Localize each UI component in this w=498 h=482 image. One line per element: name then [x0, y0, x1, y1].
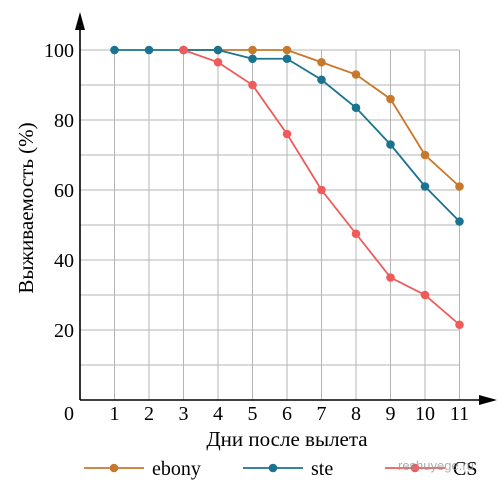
x-axis-label: Дни после вылета [206, 427, 368, 451]
origin-label: 0 [64, 403, 74, 425]
y-axis-label: Выживаемость (%) [14, 122, 38, 293]
y-tick-label: 20 [54, 320, 74, 342]
data-point [179, 45, 188, 55]
data-point [248, 54, 257, 64]
x-tick-label: 10 [415, 403, 435, 425]
data-point [386, 273, 395, 282]
legend-item-CS: CS [385, 458, 477, 480]
legend: ebony ste CS [84, 458, 477, 480]
y-axis-arrow [75, 12, 85, 30]
y-tick-label: 100 [44, 40, 74, 62]
legend-label: CS [453, 458, 477, 480]
legend-item-ebony: ebony [84, 458, 201, 480]
data-point [317, 57, 326, 67]
x-tick-label: 4 [213, 403, 223, 425]
x-tick-label: 7 [317, 403, 327, 425]
x-tick-label: 9 [386, 403, 396, 425]
data-point [351, 70, 361, 79]
x-tick-label: 8 [351, 403, 361, 425]
legend-item-ste: ste [243, 458, 333, 480]
data-point [455, 217, 464, 226]
data-point [282, 45, 292, 55]
legend-swatch-marker [268, 463, 278, 473]
legend-label: ebony [152, 458, 201, 480]
x-tick-label: 5 [248, 403, 258, 425]
data-point [386, 94, 395, 104]
data-point [420, 290, 430, 300]
y-tick-label: 40 [54, 250, 74, 272]
data-point [248, 80, 257, 90]
data-point [282, 54, 292, 64]
x-tick-label: 11 [450, 403, 469, 425]
data-point [420, 182, 430, 191]
data-point [248, 45, 257, 55]
data-point [455, 320, 464, 330]
axes [75, 12, 497, 405]
x-tick-label: 1 [110, 403, 120, 425]
data-point [213, 45, 223, 55]
x-tick-label: 3 [179, 403, 189, 425]
data-point [213, 57, 223, 67]
data-point [144, 45, 154, 55]
data-point [317, 185, 326, 195]
watermark: reshuyege.ru [398, 458, 474, 473]
y-tick-label: 80 [54, 110, 74, 132]
data-point [455, 182, 464, 191]
data-point [351, 229, 361, 239]
y-tick-label: 60 [54, 180, 74, 202]
tick-labels: 0 1 2 3 4 5 6 7 8 9 10 11 20 40 60 80 100 [44, 40, 469, 425]
data-point [110, 45, 119, 55]
data-point [317, 75, 326, 85]
series-CS [179, 45, 464, 330]
data-point [282, 129, 292, 139]
legend-swatch-marker [410, 463, 420, 473]
legend-swatch-marker [109, 463, 119, 473]
data-point [386, 140, 395, 149]
series-layer [110, 45, 464, 330]
data-point [420, 150, 430, 160]
x-axis-arrow [479, 395, 497, 405]
x-tick-label: 6 [282, 403, 292, 425]
legend-label: ste [311, 458, 333, 480]
grid [80, 49, 460, 400]
x-tick-label: 2 [144, 403, 154, 425]
data-point [351, 103, 361, 113]
